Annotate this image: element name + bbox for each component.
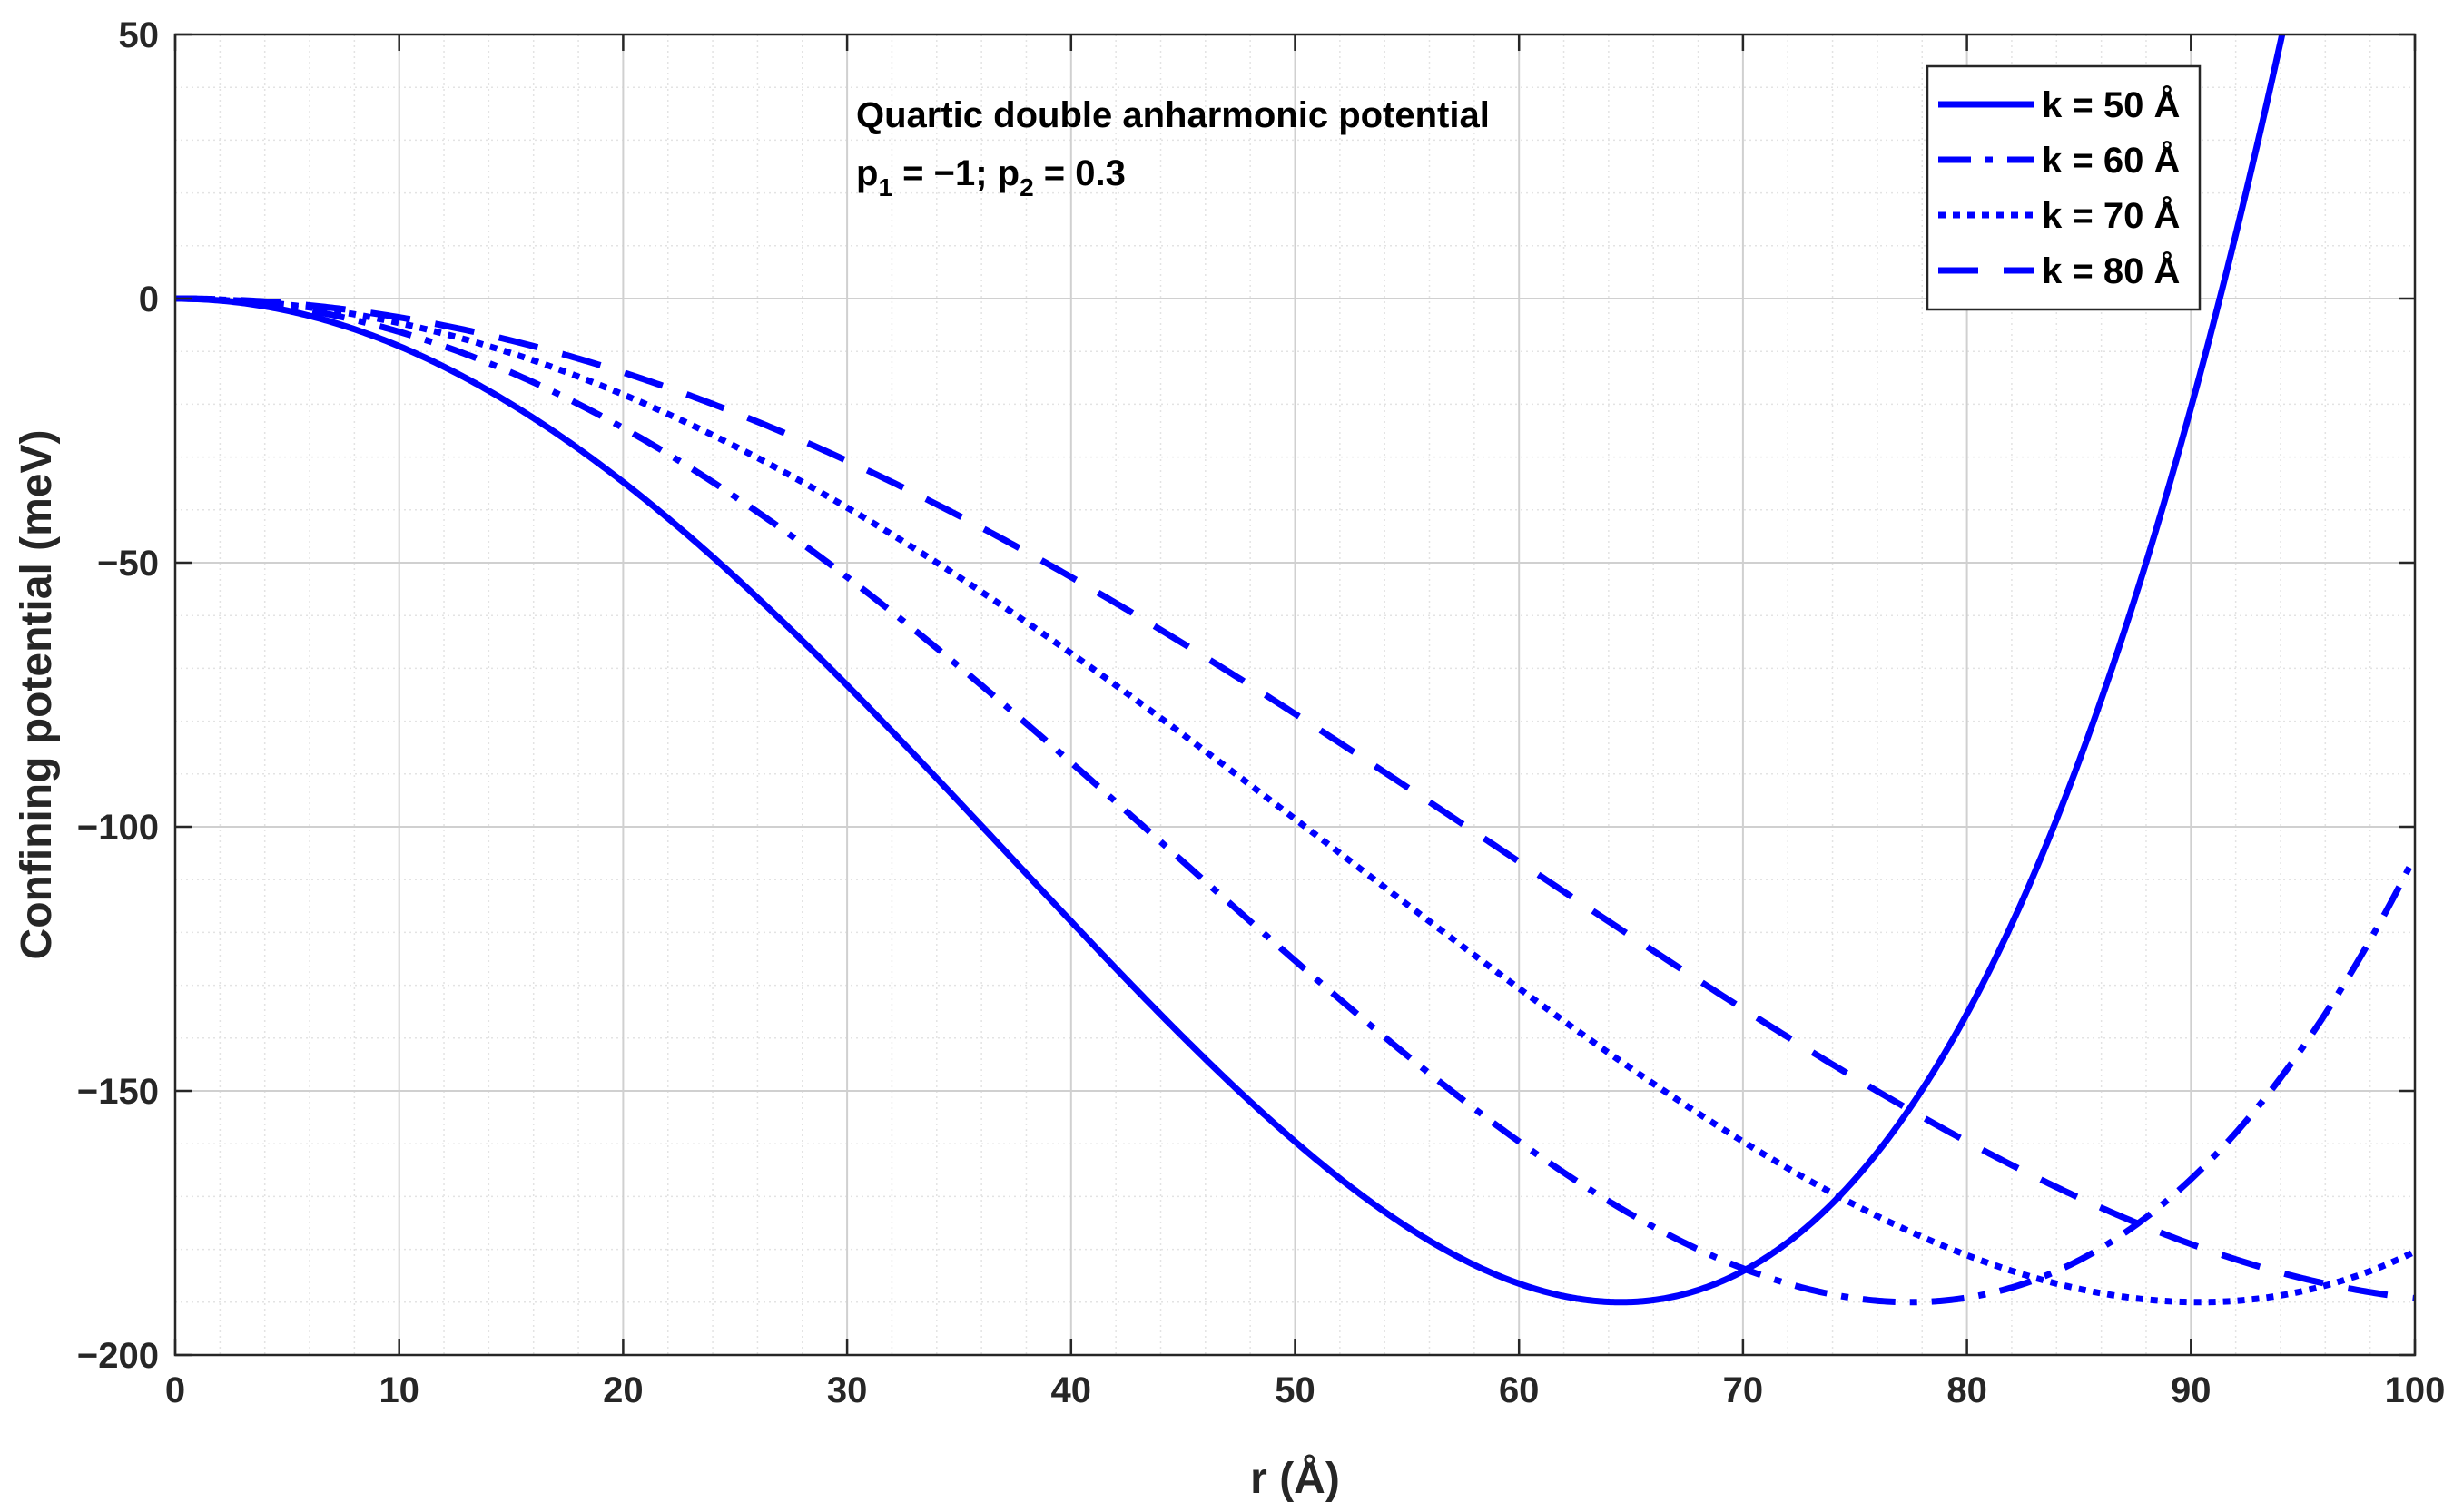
series-line-k50 <box>175 34 2286 1306</box>
legend: k = 50 Å k = 60 Å k = 70 Å k = 80 Å <box>1926 64 2202 311</box>
y-tick-label: 0 <box>139 280 159 319</box>
legend-label-k50: k = 50 Å <box>2042 84 2180 125</box>
y-tick-labels: 50 0 −50 −100 −150 −200 <box>77 15 159 1376</box>
series-line-k70 <box>175 295 2415 1306</box>
x-tick-label: 20 <box>603 1370 644 1410</box>
y-axis-label: Confining potential (meV) <box>13 430 61 960</box>
legend-label-k80: k = 80 Å <box>2042 250 2180 291</box>
legend-label-k70: k = 70 Å <box>2042 195 2180 236</box>
x-tick-label: 90 <box>2171 1370 2212 1410</box>
x-tick-label: 100 <box>2385 1370 2446 1410</box>
x-tick-label: 80 <box>1946 1370 1987 1410</box>
x-tick-label: 30 <box>827 1370 868 1410</box>
series-line-k80 <box>175 295 2415 1301</box>
x-axis-label: r (Å) <box>1250 1454 1340 1503</box>
annotation-title: Quartic double anharmonic potential <box>856 95 1490 135</box>
series-lines <box>175 34 2415 1306</box>
x-tick-label: 40 <box>1051 1370 1092 1410</box>
y-tick-label: −200 <box>77 1336 159 1376</box>
y-tick-label: 50 <box>119 15 160 55</box>
annotation: Quartic double anharmonic potential p1 =… <box>856 95 1490 201</box>
series-line-k60 <box>175 295 2415 1306</box>
y-tick-label: −50 <box>97 544 159 584</box>
annotation-parameters: p1 = −1; p2 = 0.3 <box>856 153 1126 201</box>
x-tick-labels: 0 10 20 30 40 50 60 70 80 90 100 <box>165 1370 2446 1410</box>
x-tick-label: 50 <box>1275 1370 1315 1410</box>
x-tick-label: 60 <box>1499 1370 1540 1410</box>
x-tick-label: 10 <box>379 1370 419 1410</box>
legend-label-k60: k = 60 Å <box>2042 140 2180 181</box>
x-tick-label: 70 <box>1723 1370 1764 1410</box>
y-tick-label: −100 <box>77 808 159 848</box>
y-tick-label: −150 <box>77 1072 159 1112</box>
axis-ticks <box>173 33 2417 1357</box>
x-tick-label: 0 <box>165 1370 185 1410</box>
